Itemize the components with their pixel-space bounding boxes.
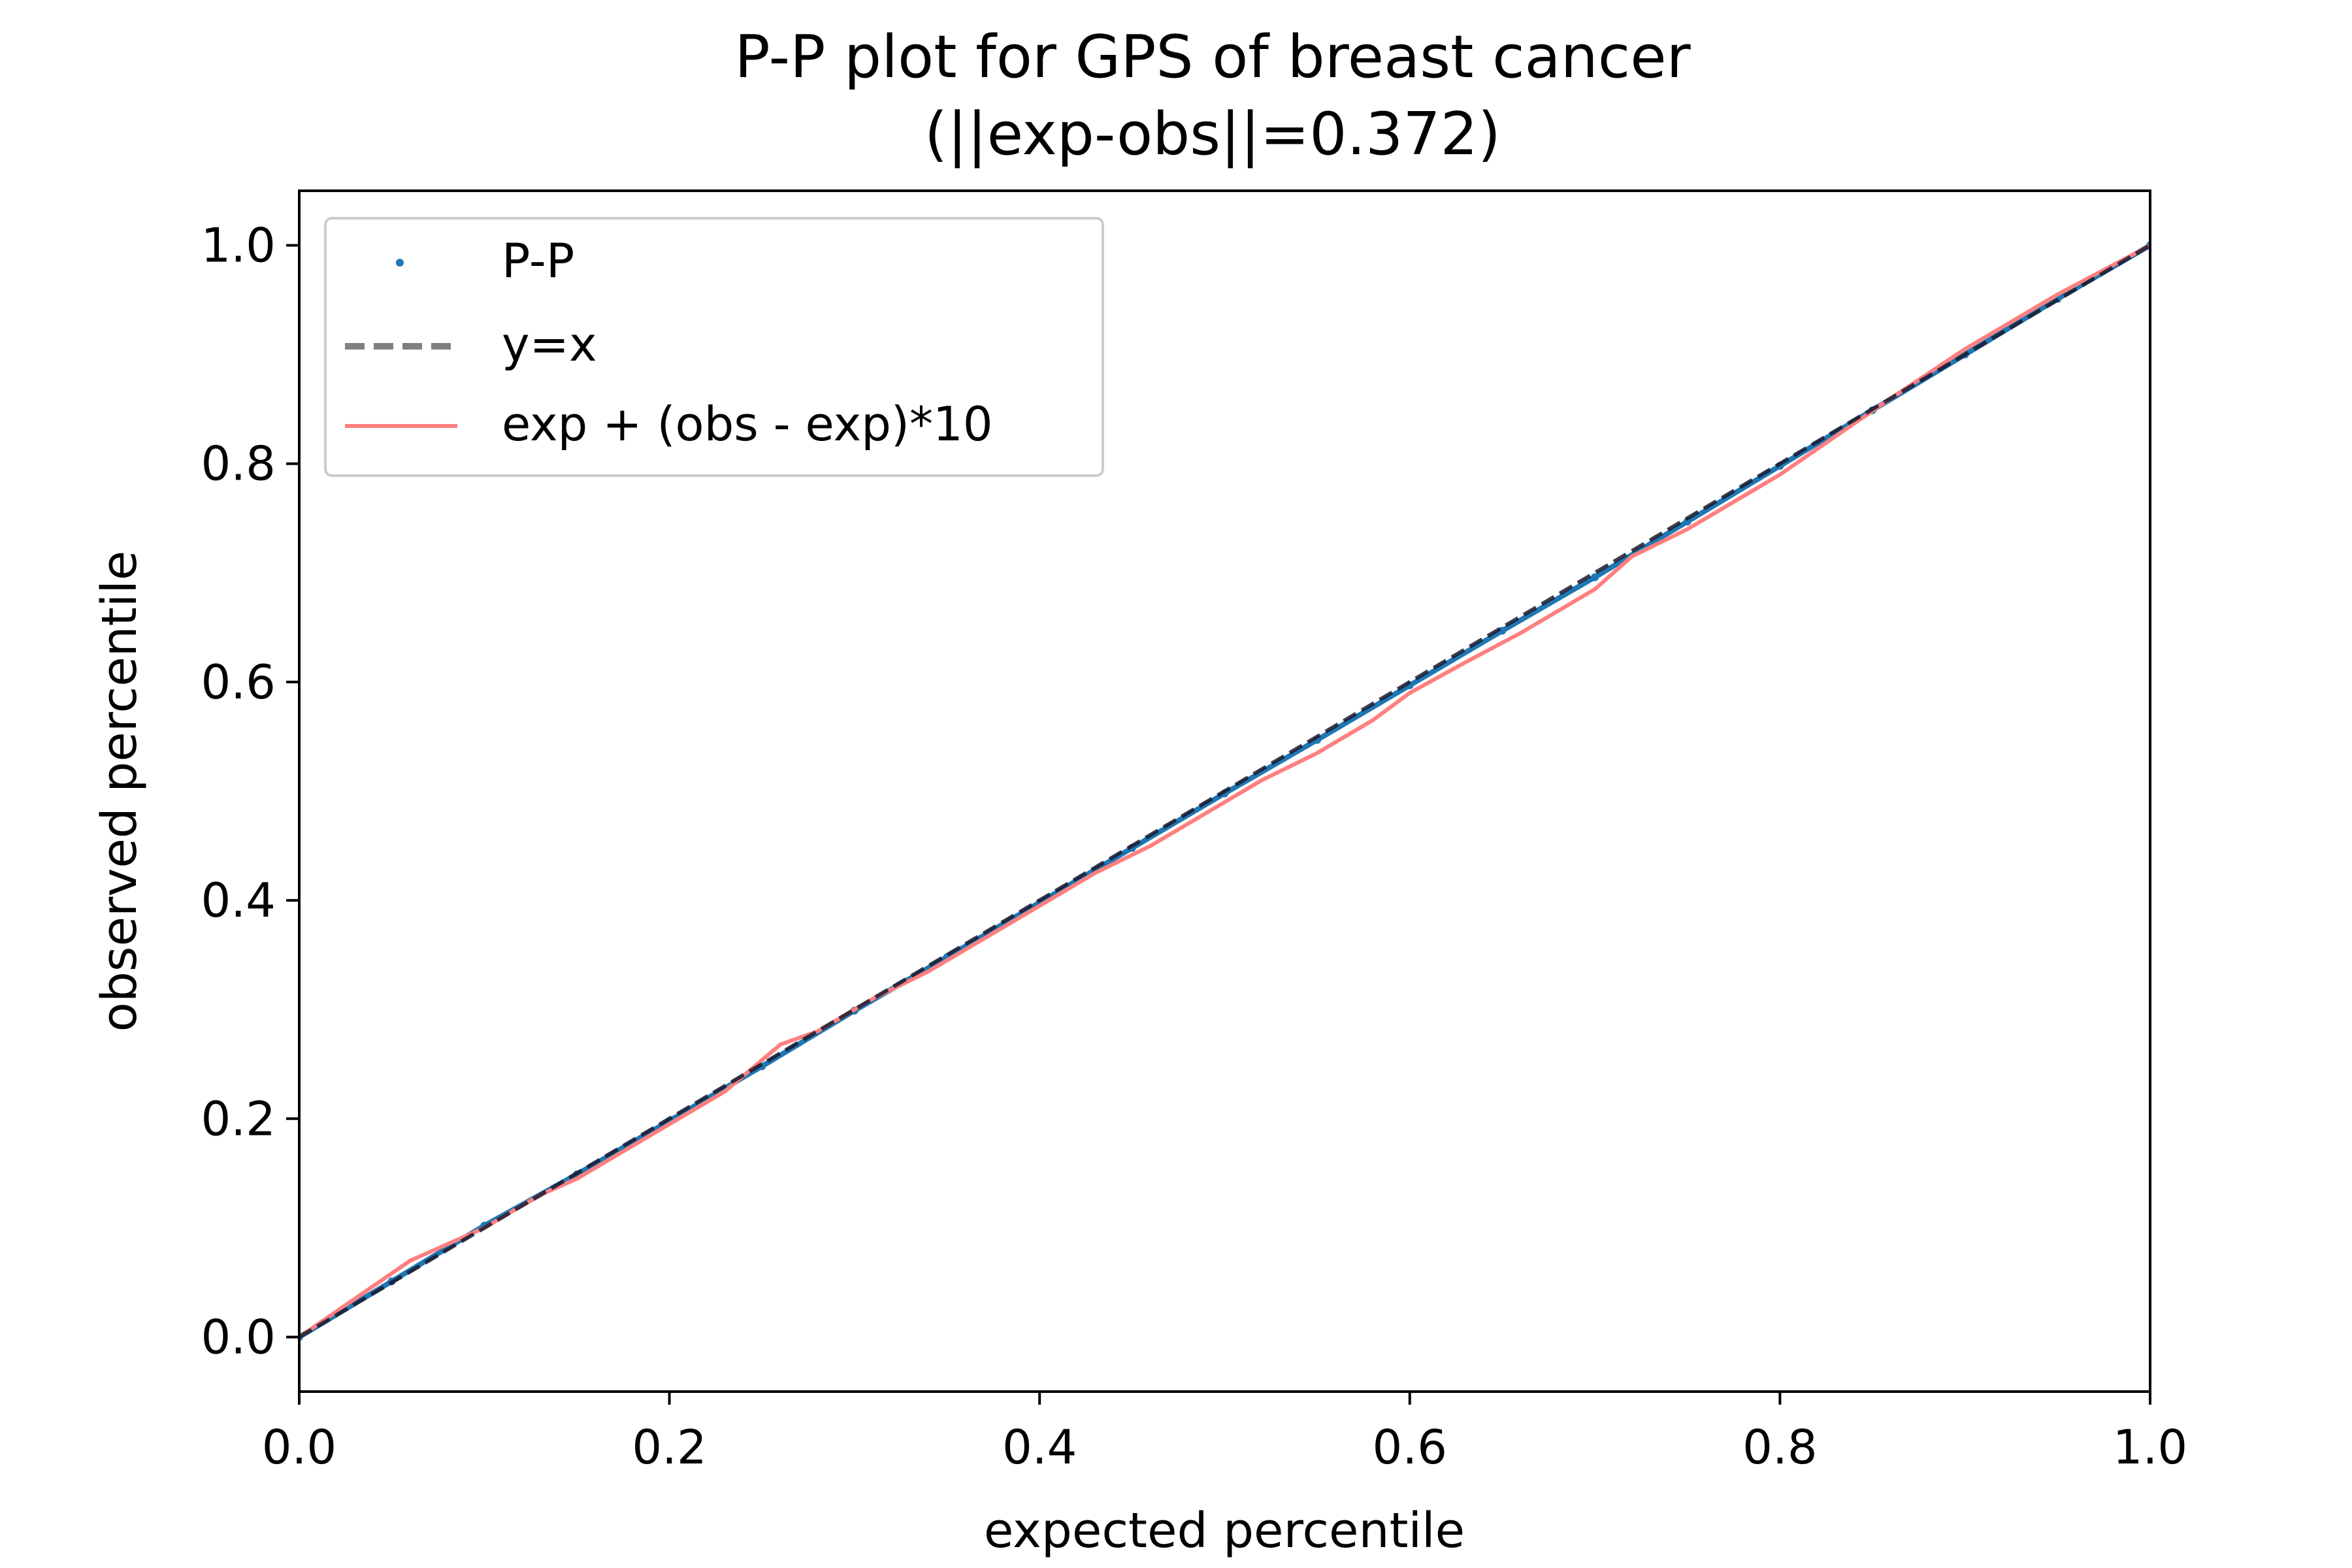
- y-axis-label: observed percentile: [91, 551, 148, 1032]
- y-tick-label: 0.2: [201, 1091, 276, 1146]
- x-axis: 0.0 0.2 0.4 0.6 0.8 1.0: [262, 1392, 2188, 1475]
- y-tick-label: 1.0: [201, 218, 276, 273]
- y-tick-label: 0.4: [201, 873, 276, 928]
- chart-title: P-P plot for GPS of breast cancer: [734, 23, 1690, 91]
- x-tick-label: 0.2: [632, 1420, 707, 1475]
- legend-box: [324, 217, 1104, 477]
- y-tick-label: 0.8: [201, 436, 276, 491]
- legend-label: P-P: [502, 233, 574, 288]
- legend-marker-pp: [396, 259, 404, 267]
- y-tick-label: 0.6: [201, 655, 276, 710]
- amplified-deviation-line: [299, 243, 2150, 1339]
- x-tick-label: 0.0: [262, 1420, 337, 1475]
- plot-frame: [298, 189, 2151, 1393]
- legend-label: y=x: [502, 317, 597, 372]
- pp-point: [1498, 627, 1507, 635]
- legend: P-P y=x exp + (obs - exp)*10: [324, 217, 1104, 477]
- x-tick-label: 0.4: [1002, 1420, 1077, 1475]
- y-axis: 0.0 0.2 0.4 0.6 0.8 1.0: [201, 218, 299, 1364]
- pp-point: [1591, 573, 1599, 581]
- x-tick-label: 0.8: [1742, 1420, 1818, 1475]
- reference-line-y-equals-x: [299, 243, 2150, 1339]
- x-axis-label: expected percentile: [984, 1503, 1465, 1559]
- series-layer: [299, 241, 2150, 1341]
- chart-subtitle: (||exp-obs||=0.372): [924, 100, 1501, 169]
- x-tick-label: 1.0: [2113, 1420, 2188, 1475]
- legend-label: exp + (obs - exp)*10: [502, 397, 993, 451]
- y-tick-label: 0.0: [201, 1309, 276, 1364]
- pp-point: [1683, 517, 1691, 526]
- x-tick-label: 0.6: [1373, 1420, 1448, 1475]
